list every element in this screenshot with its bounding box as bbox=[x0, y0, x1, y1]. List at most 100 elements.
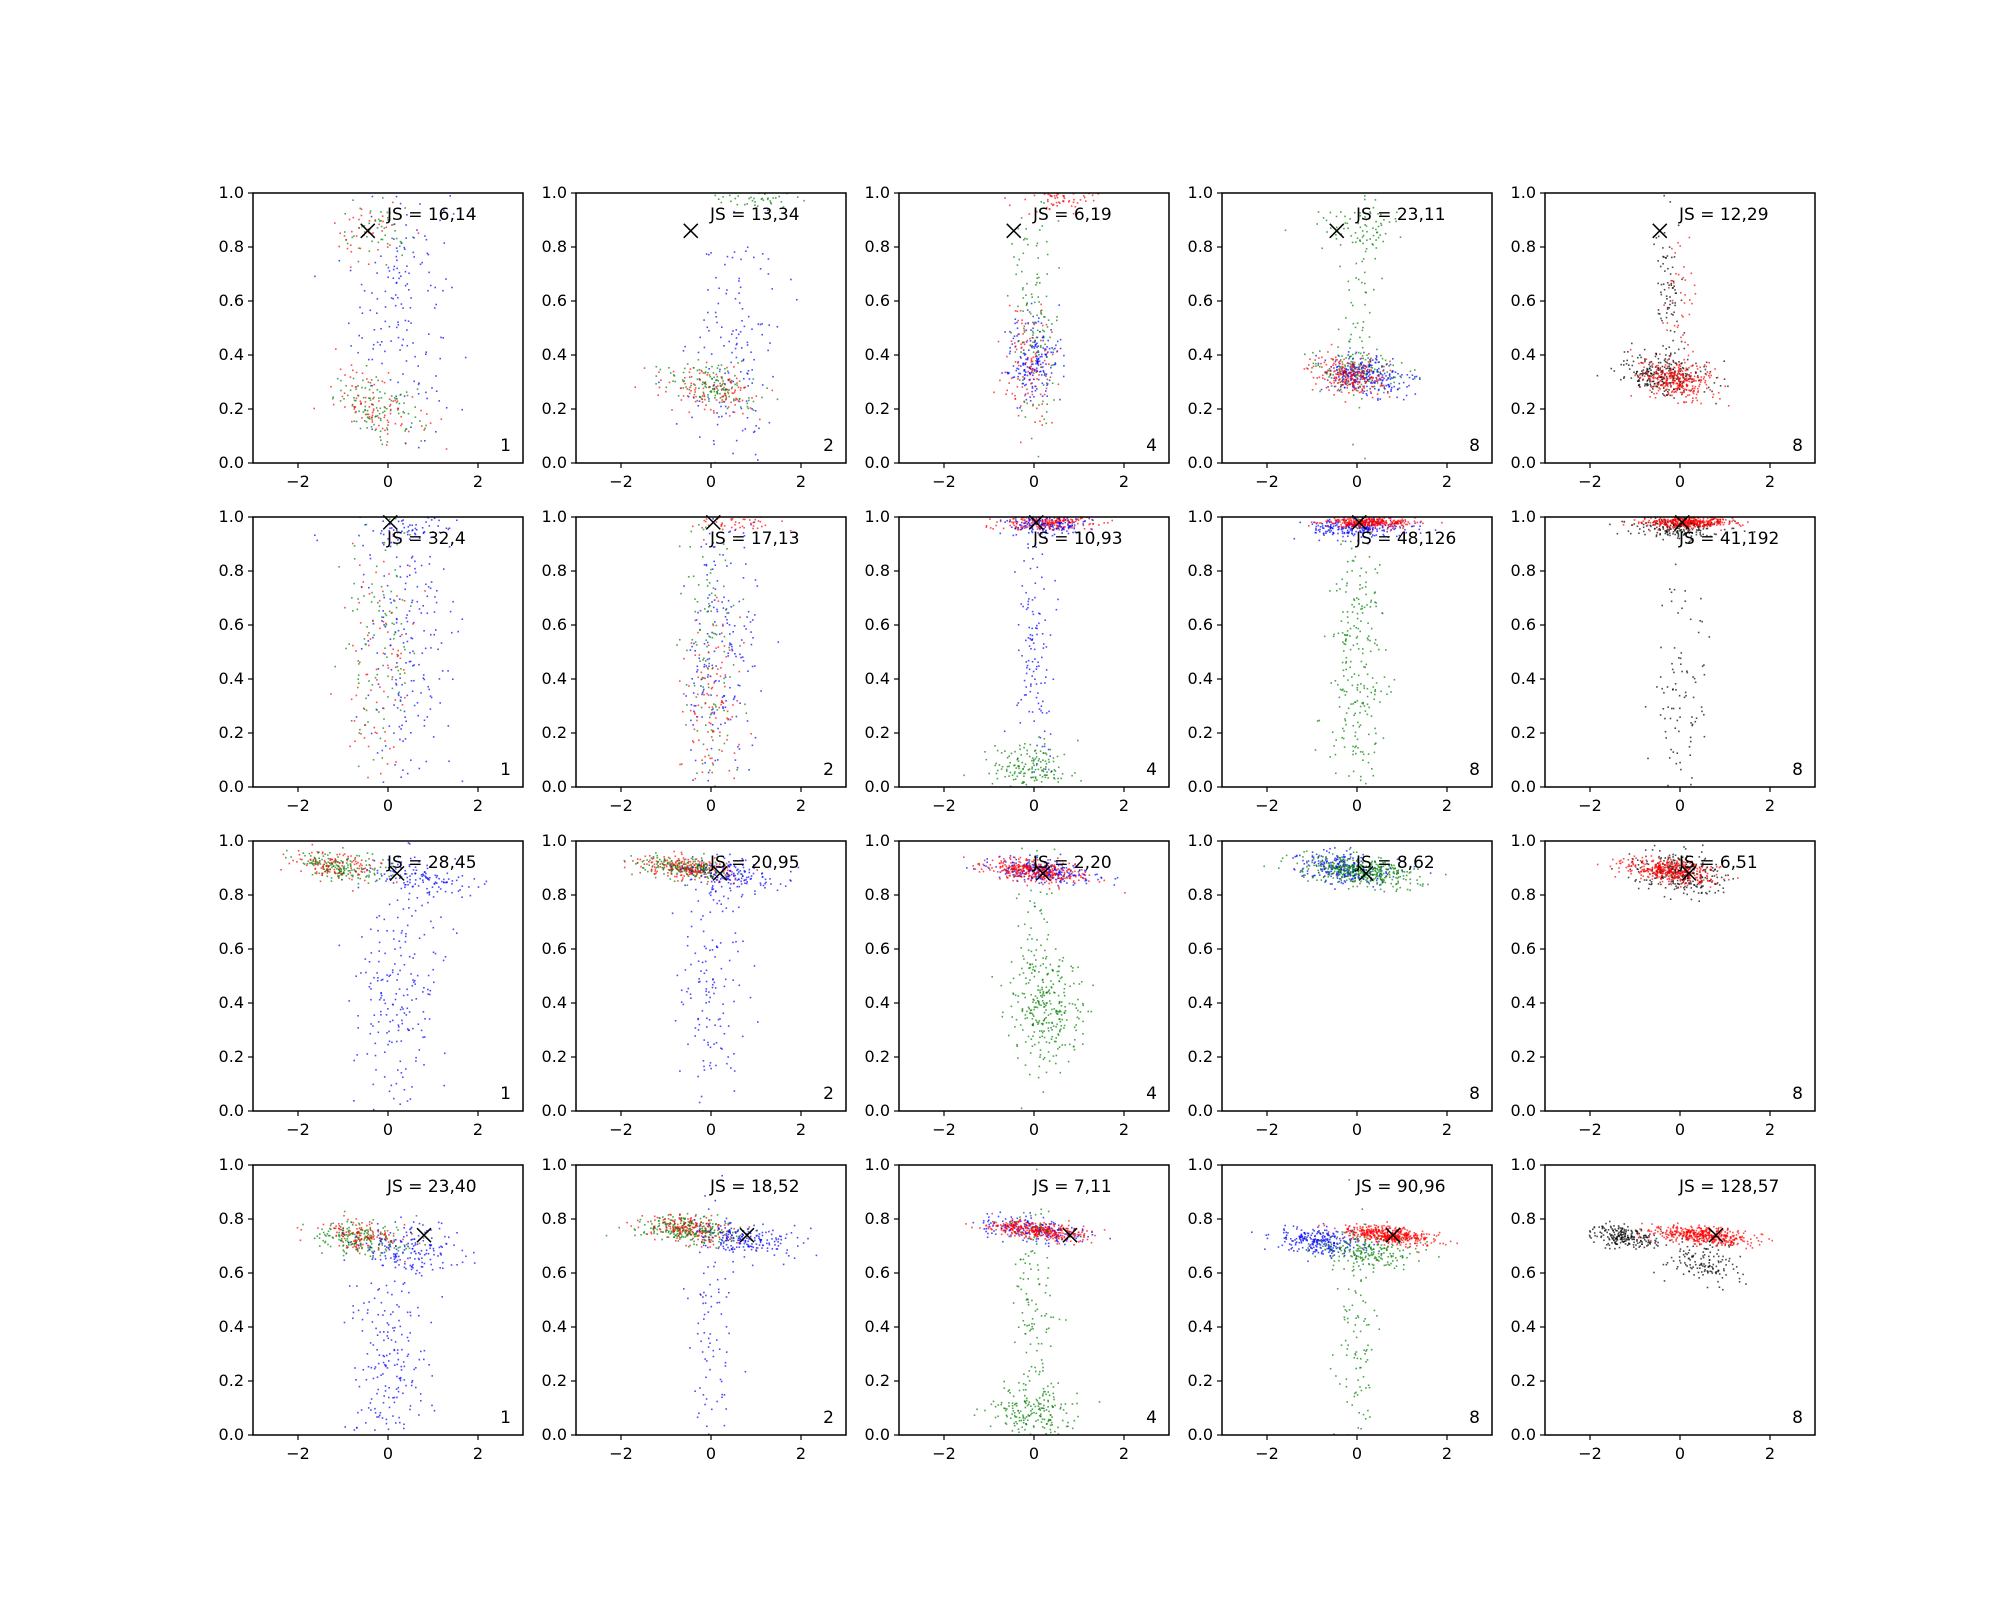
scatter-point bbox=[1364, 382, 1367, 384]
scatter-point bbox=[702, 556, 704, 558]
scatter-point bbox=[1673, 331, 1676, 333]
scatter-point bbox=[402, 307, 404, 309]
scatter-point bbox=[721, 377, 723, 380]
scatter-point bbox=[1665, 316, 1668, 319]
scatter-point bbox=[1329, 381, 1331, 384]
scatter-point bbox=[1717, 392, 1720, 394]
scatter-point bbox=[1361, 361, 1363, 364]
scatter-point bbox=[1692, 378, 1695, 380]
scatter-point bbox=[350, 364, 353, 366]
scatter-point bbox=[1367, 357, 1369, 359]
scatter-point bbox=[707, 779, 709, 782]
scatter-point bbox=[776, 326, 779, 328]
scatter-point bbox=[1352, 383, 1354, 385]
scatter-point bbox=[1342, 378, 1345, 380]
scatter-point bbox=[1391, 371, 1394, 373]
scatter-point bbox=[420, 564, 423, 567]
scatter-point bbox=[1661, 376, 1663, 379]
scatter-point bbox=[1050, 366, 1052, 369]
scatter-point bbox=[1023, 746, 1025, 749]
scatter-point bbox=[712, 546, 715, 548]
scatter-point bbox=[1632, 360, 1635, 363]
scatter-point bbox=[1043, 752, 1045, 754]
scatter-point bbox=[771, 389, 774, 392]
scatter-point bbox=[726, 407, 729, 410]
scatter-point bbox=[708, 385, 711, 388]
scatter-point bbox=[1354, 387, 1357, 390]
scatter-point bbox=[1349, 529, 1352, 531]
scatter-point bbox=[1636, 374, 1639, 377]
scatter-point bbox=[745, 563, 747, 565]
scatter-point bbox=[1345, 376, 1347, 379]
scatter-point bbox=[1677, 387, 1680, 389]
scatter-point bbox=[1690, 381, 1693, 383]
scatter-point bbox=[351, 236, 354, 239]
scatter-point bbox=[400, 415, 402, 418]
scatter-point bbox=[369, 210, 372, 212]
scatter-point bbox=[1376, 375, 1379, 377]
scatter-point bbox=[1021, 585, 1024, 587]
scatter-point bbox=[401, 530, 403, 533]
scatter-point bbox=[1014, 764, 1016, 766]
scatter-point bbox=[724, 372, 726, 375]
scatter-point bbox=[1681, 393, 1683, 396]
scatter-point bbox=[1709, 370, 1712, 373]
scatter-point bbox=[357, 260, 360, 263]
scatter-point bbox=[1018, 372, 1020, 375]
scatter-point bbox=[739, 286, 742, 289]
scatter-point bbox=[411, 637, 414, 640]
scatter-point bbox=[665, 390, 667, 393]
scatter-point bbox=[1690, 372, 1692, 374]
scatter-point bbox=[1364, 291, 1367, 293]
scatter-point bbox=[1359, 531, 1362, 533]
scatter-point bbox=[714, 311, 717, 314]
scatter-point bbox=[1051, 331, 1053, 333]
scatter-point bbox=[384, 625, 387, 628]
js-score-label: JS = 17,13 bbox=[709, 529, 800, 549]
scatter-point bbox=[398, 691, 400, 694]
scatter-point bbox=[1341, 355, 1343, 357]
scatter-point bbox=[1318, 539, 1321, 542]
scatter-point bbox=[741, 429, 744, 432]
scatter-point bbox=[731, 716, 733, 718]
scatter-point bbox=[404, 648, 406, 651]
scatter-point bbox=[1031, 675, 1033, 677]
scatter-point bbox=[1685, 367, 1688, 369]
scatter-point bbox=[1039, 356, 1042, 358]
scatter-point bbox=[373, 423, 375, 426]
scatter-point bbox=[1681, 362, 1683, 364]
scatter-point bbox=[377, 379, 379, 382]
scatter-point bbox=[1373, 381, 1375, 383]
scatter-point bbox=[1666, 308, 1669, 310]
scatter-point bbox=[367, 694, 370, 697]
scatter-point bbox=[1623, 351, 1626, 353]
scatter-point bbox=[1662, 345, 1664, 347]
scatter-point bbox=[1325, 373, 1328, 375]
scatter-point bbox=[1693, 284, 1696, 287]
scatter-point bbox=[708, 721, 711, 724]
scatter-point bbox=[1012, 365, 1015, 367]
scatter-point bbox=[1038, 353, 1040, 356]
scatter-point bbox=[725, 608, 728, 610]
scatter-point bbox=[698, 623, 701, 625]
scatter-point bbox=[1650, 385, 1652, 387]
scatter-point bbox=[1365, 291, 1367, 294]
subplot-r1-c2: 0.00.20.40.60.81.0−2 0 2JS = 10,934 bbox=[865, 507, 1170, 815]
scatter-point bbox=[780, 201, 783, 203]
scatter-point bbox=[1644, 383, 1646, 385]
scatter-point bbox=[716, 321, 718, 324]
scatter-point bbox=[1026, 358, 1029, 361]
scatter-point bbox=[338, 566, 340, 568]
scatter-point bbox=[1315, 527, 1317, 530]
scatter-point bbox=[1085, 200, 1087, 202]
scatter-point bbox=[1027, 322, 1029, 325]
scatter-point bbox=[1393, 385, 1395, 388]
scatter-point bbox=[441, 670, 444, 672]
scatter-point bbox=[1349, 367, 1352, 369]
scatter-point bbox=[1661, 384, 1663, 386]
scatter-point bbox=[1689, 299, 1691, 301]
scatter-point bbox=[731, 648, 733, 651]
scatter-point bbox=[1029, 519, 1032, 521]
scatter-point bbox=[1033, 323, 1035, 326]
scatter-point bbox=[713, 376, 715, 379]
